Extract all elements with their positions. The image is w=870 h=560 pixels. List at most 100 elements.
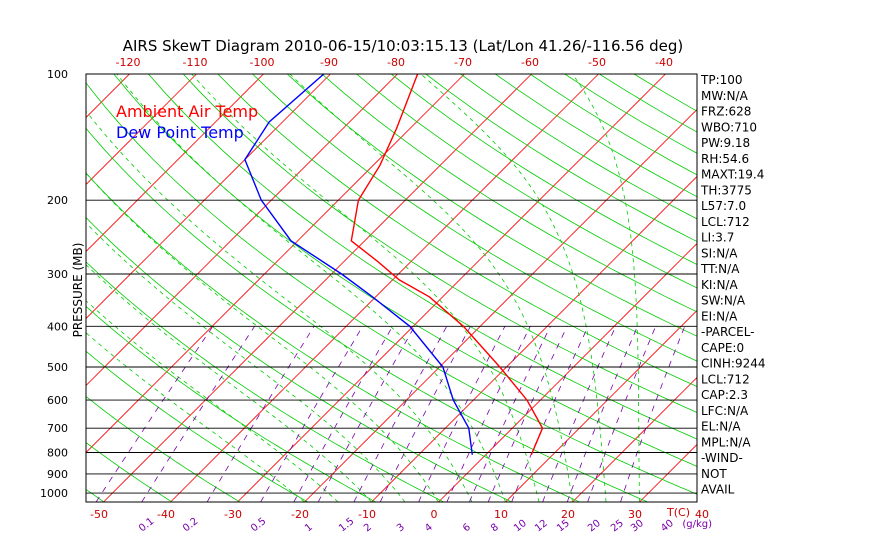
mixing-ratio-tick: 6 [461,522,473,535]
pressure-tick-label: 200 [47,194,68,207]
chart-title: AIRS SkewT Diagram 2010-06-15/10:03:15.1… [123,37,684,55]
bottom-unit-label: T(C) [666,506,690,519]
mixing-unit-label: (g/kg) [682,519,712,530]
mixing-ratio-line [487,326,568,502]
mixing-ratio-line [542,326,617,502]
y-axis-label: PRESSURE (MB) [71,243,85,338]
moist-adiabat-line [86,110,473,502]
index-item: CAP:2.3 [701,388,748,402]
dry-adiabat-line [86,127,648,502]
bottom-temperature-tick: 0 [431,508,438,521]
dry-adiabat-line [460,74,697,220]
air-temp-profile-line [350,74,544,456]
mixing-ratio-line [418,326,506,502]
isobar-lines [86,74,697,494]
pressure-tick-label: 1000 [40,487,68,500]
pressure-tick-labels: 100 200 300 400 500 600 700 800 900 1000 [40,68,68,500]
dry-adiabat-line [252,74,697,362]
isotherm-line [0,74,63,502]
pressure-tick-label: 700 [47,422,68,435]
pressure-tick-label: 600 [47,394,68,407]
mixing-ratio-tick: 0.5 [249,516,268,534]
top-temperature-tick: -60 [521,56,539,69]
dry-adiabat-line [86,172,580,502]
moist-adiabat-line [572,74,640,502]
dry-adiabat-line [86,488,105,502]
mixing-ratio-tick: 2 [362,522,374,535]
mixing-ratio-tick: 1 [303,522,315,535]
bottom-temperature-tick: 10 [494,508,508,521]
isotherm-line [86,74,398,387]
pressure-tick-label: 400 [47,320,68,333]
mixing-ratio-tick: 4 [423,522,435,535]
dry-adiabat-line [529,74,697,176]
index-item: LI:3.7 [701,231,734,245]
index-item: SI:N/A [701,246,738,260]
index-item: TT:N/A [700,262,740,276]
index-item: KI:N/A [701,278,738,292]
index-item: TP:100 [700,73,743,87]
moist-adiabat-line [86,264,372,502]
dry-adiabat-line [356,74,697,289]
index-item: FRZ:628 [701,105,751,119]
top-temperature-tick: -50 [588,56,606,69]
moist-adiabat-line [116,74,506,502]
top-temperature-tick: -80 [387,56,405,69]
pressure-tick-label: 500 [47,361,68,374]
top-temperature-tick: -90 [320,56,338,69]
mixing-ratio-line [620,326,686,502]
bottom-temperature-tick: -50 [90,508,108,521]
dew-point-profile-line [244,74,473,455]
dry-adiabat-line [86,261,444,502]
isotherm-line [572,376,697,502]
plot-frame [85,73,698,503]
moist-adiabat-lines [86,74,640,502]
isotherm-line [237,74,666,502]
dry-adiabat-line [182,74,697,413]
top-temperature-tick-labels: -120 -110 -100 -90 -80 -70 -60 -50 -40 [116,56,673,69]
index-item: RH:54.6 [701,152,749,166]
dry-adiabat-line [86,305,376,502]
legend-air-temp: Ambient Air Temp [116,102,258,121]
moist-adiabat-line [420,74,607,502]
mixing-ratio-line [446,326,531,502]
mixing-ratio-line [587,326,657,502]
mixing-ratio-tick: 20 [586,518,603,535]
dry-adiabat-line [86,350,309,502]
dry-adiabat-line [86,216,512,502]
index-item: -WIND- [701,451,743,465]
isotherm-line [505,309,697,502]
bottom-temperature-tick: -20 [291,508,309,521]
isotherm-line [86,74,264,253]
isotherm-line [86,74,465,454]
moist-adiabat-line [86,172,439,502]
isotherm-line [86,74,197,186]
mixing-ratio-tick: 25 [609,518,626,535]
bottom-temperature-tick: 20 [561,508,575,521]
legend: Ambient Air Temp Dew Point Temp [116,102,258,142]
bottom-temperature-tick: -30 [224,508,242,521]
grid-layer [0,74,697,502]
top-temperature-tick: -70 [454,56,472,69]
pressure-tick-label: 300 [47,268,68,281]
mixing-ratio-line [566,326,638,502]
mixing-ratio-line [293,326,393,502]
index-item: MAXT:19.4 [701,168,764,182]
bottom-temperature-tick: -10 [358,508,376,521]
mixing-ratio-tick: 8 [489,522,501,535]
mixing-ratio-tick: 1.5 [337,516,356,534]
mixing-ratio-line [353,326,448,502]
pressure-tick-label: 100 [47,68,68,81]
index-item: LFC:N/A [701,404,749,418]
mixing-ratio-line [379,326,471,502]
dry-adiabat-line [286,74,697,337]
mixing-ratio-line [260,326,363,502]
moist-adiabat-line [86,300,339,502]
index-item: SW:N/A [701,294,746,308]
index-item: TH:3775 [700,183,752,197]
dry-adiabat-line [113,74,697,467]
dry-adiabat-lines [86,74,697,502]
bottom-temperature-tick: -40 [157,508,175,521]
